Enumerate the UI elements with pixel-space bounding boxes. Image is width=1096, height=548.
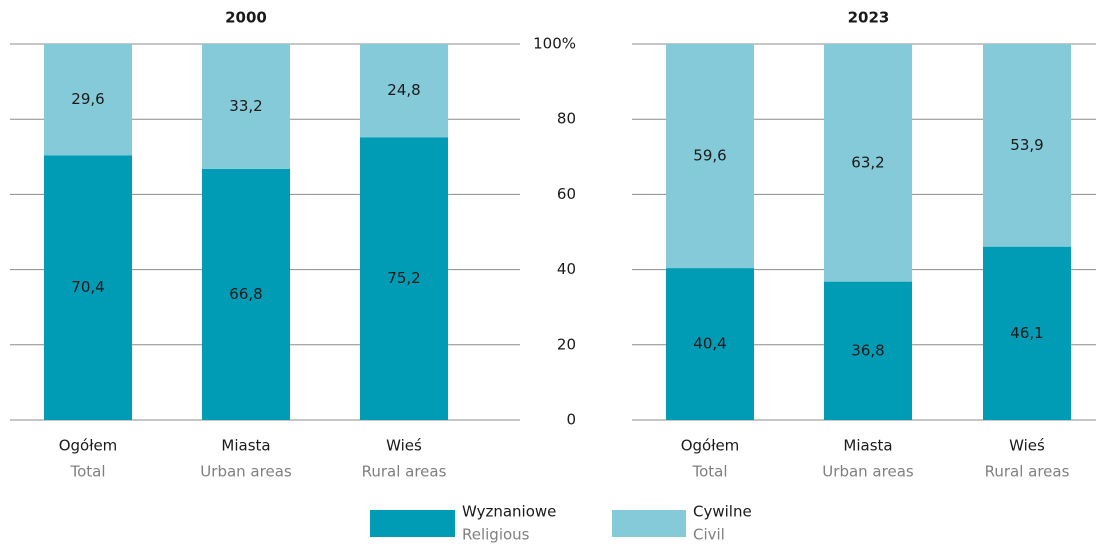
data-label: 70,4 [71, 278, 104, 296]
x-tick-sublabel: Urban areas [200, 463, 292, 481]
data-label: 59,6 [693, 147, 726, 165]
y-tick-label: 20 [557, 335, 576, 353]
bar-segment [44, 155, 132, 420]
bar-segment [202, 44, 290, 169]
data-label: 53,9 [1010, 136, 1043, 154]
x-tick-sublabel: Urban areas [822, 463, 914, 481]
data-label: 24,8 [387, 81, 420, 99]
data-label: 63,2 [851, 153, 884, 171]
data-label: 75,2 [387, 269, 420, 287]
bar-segment [666, 268, 754, 420]
data-label: 46,1 [1010, 324, 1043, 342]
chart-title: 2000 [225, 9, 267, 27]
y-tick-label: 40 [557, 260, 576, 278]
legend-label: Cywilne [693, 503, 752, 521]
legend-sublabel: Civil [693, 526, 725, 544]
y-tick-label: 100% [533, 35, 576, 53]
x-tick-sublabel: Rural areas [985, 463, 1070, 481]
x-tick-label: Miasta [843, 437, 892, 455]
x-tick-label: Ogółem [59, 437, 118, 455]
legend-swatch [612, 510, 686, 537]
data-label: 40,4 [693, 335, 726, 353]
x-tick-sublabel: Total [691, 463, 727, 481]
bar-segment [360, 137, 448, 421]
bar-segment [983, 44, 1071, 247]
data-label: 29,6 [71, 90, 104, 108]
legend-sublabel: Religious [462, 526, 530, 544]
bar-segment [824, 281, 912, 420]
bar-segment [666, 44, 754, 269]
x-tick-label: Ogółem [681, 437, 740, 455]
data-label: 36,8 [851, 341, 884, 359]
data-label: 33,2 [229, 97, 262, 115]
bar-segment [44, 44, 132, 156]
bar-segment [360, 44, 448, 138]
x-tick-label: Wieś [1009, 437, 1045, 455]
x-tick-sublabel: Total [69, 463, 105, 481]
x-tick-sublabel: Rural areas [362, 463, 447, 481]
chart-title: 2023 [848, 9, 890, 27]
data-label: 66,8 [229, 285, 262, 303]
bar-segment [202, 168, 290, 420]
y-tick-label: 80 [557, 110, 576, 128]
x-tick-label: Miasta [221, 437, 270, 455]
y-tick-label: 60 [557, 185, 576, 203]
x-tick-label: Wieś [386, 437, 422, 455]
legend-swatch [370, 510, 455, 537]
bar-segment [983, 246, 1071, 420]
y-tick-label: 0 [566, 411, 576, 429]
bar-segment [824, 44, 912, 282]
legend-label: Wyznaniowe [462, 503, 556, 521]
